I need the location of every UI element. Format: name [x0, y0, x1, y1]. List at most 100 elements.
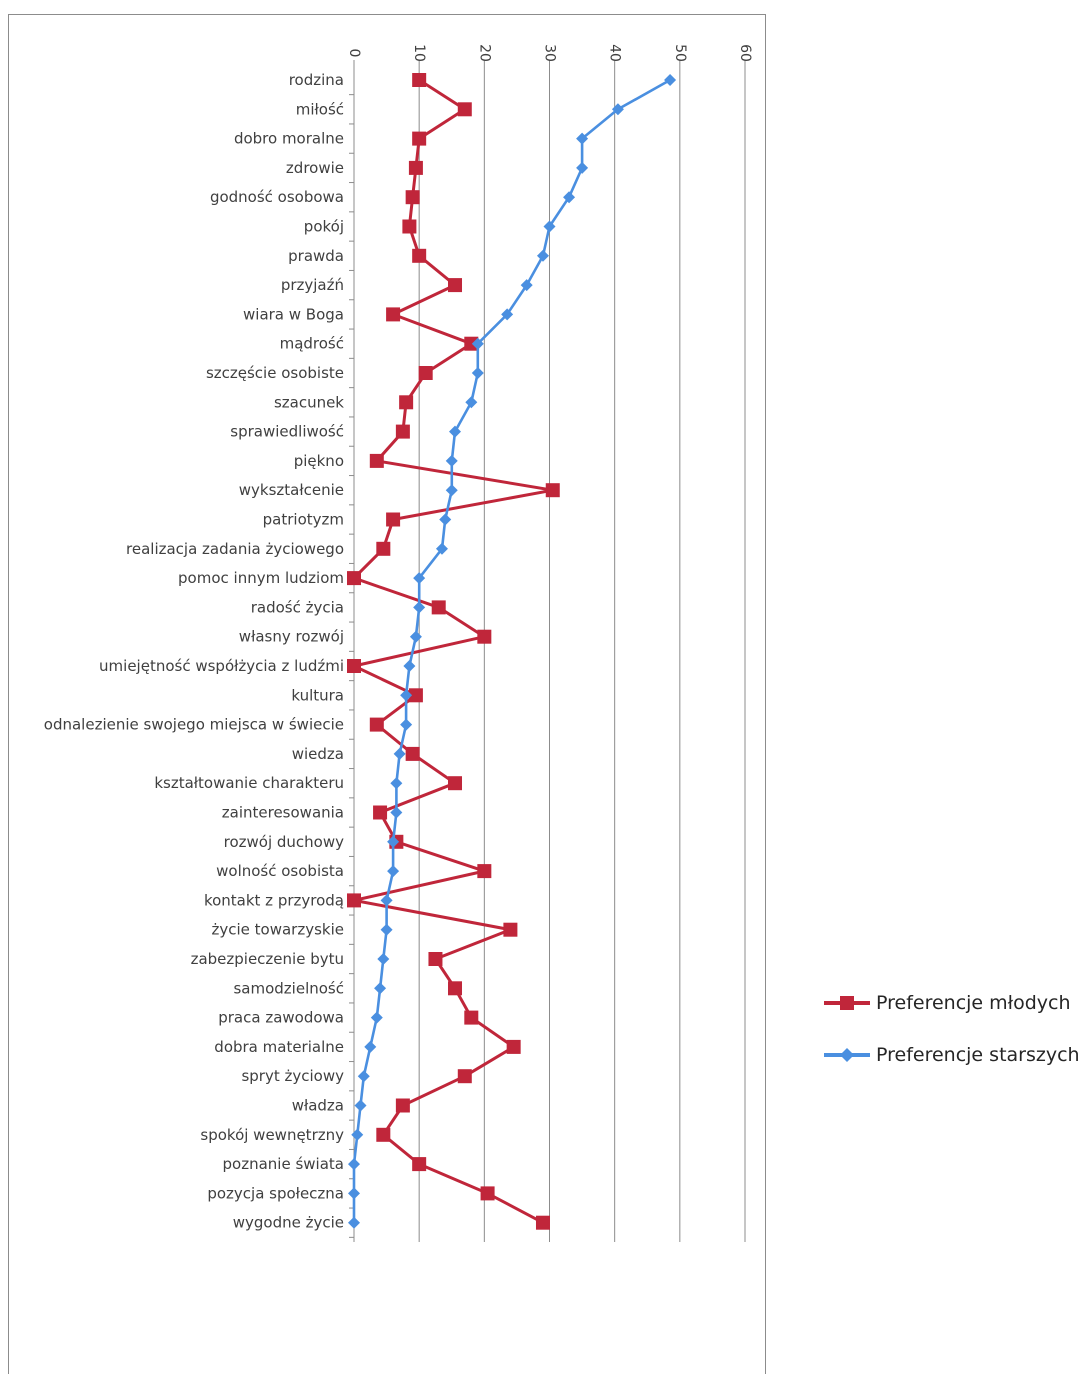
- tick-label: 30: [542, 44, 558, 62]
- category-label: władza: [292, 1097, 344, 1115]
- data-point: [418, 366, 433, 380]
- data-point: [376, 541, 391, 556]
- data-point: [576, 161, 589, 174]
- category-label: wolność osobista: [216, 862, 344, 880]
- category-label: kształtowanie charakteru: [154, 774, 344, 792]
- category-label: zdrowie: [286, 159, 344, 177]
- category-label: kontakt z przyrodą: [204, 891, 344, 909]
- square-marker-icon: [824, 996, 870, 1010]
- data-point: [439, 513, 452, 526]
- legend-label-young: Preferencje młodych: [876, 992, 1071, 1014]
- data-point: [445, 454, 458, 467]
- data-point: [431, 600, 446, 615]
- category-label: szacunek: [274, 393, 344, 411]
- category-label: godność osobowa: [210, 188, 344, 206]
- data-point: [390, 806, 403, 819]
- data-point: [380, 894, 393, 907]
- data-point: [369, 717, 384, 732]
- data-point: [348, 1158, 360, 1171]
- data-point: [403, 660, 416, 672]
- data-point: [380, 923, 393, 936]
- data-point: [448, 776, 463, 791]
- data-point: [354, 1099, 367, 1112]
- data-point: [477, 629, 492, 644]
- legend-item-older: Preferencje starszych: [822, 1042, 1080, 1068]
- data-point: [543, 220, 556, 233]
- data-point: [390, 777, 403, 790]
- data-point: [399, 395, 414, 410]
- data-point: [357, 1070, 370, 1083]
- data-point: [563, 191, 576, 204]
- data-point: [408, 160, 423, 175]
- data-point: [395, 424, 410, 439]
- category-label: zabezpieczenie bytu: [191, 950, 344, 968]
- category-label: samodzielność: [233, 979, 344, 997]
- data-point: [501, 308, 514, 321]
- data-point: [386, 512, 401, 527]
- data-point: [387, 865, 400, 878]
- category-label: szczęście osobiste: [206, 364, 344, 382]
- data-point: [369, 453, 384, 468]
- data-point: [535, 1215, 550, 1230]
- category-label: miłość: [296, 100, 344, 118]
- tick-label: 20: [476, 44, 492, 62]
- category-label: dobra materialne: [214, 1038, 344, 1056]
- data-point: [412, 73, 427, 87]
- data-point: [545, 483, 560, 498]
- chart-area: 0 10 20 30 40 50 60 rodzina miłość dobro moralne…: [8, 14, 766, 1374]
- category-label: rozwój duchowy: [224, 833, 344, 851]
- data-point: [402, 219, 417, 234]
- data-point: [503, 922, 518, 937]
- tick-label: 10: [411, 44, 427, 62]
- data-point: [377, 953, 390, 965]
- data-point: [506, 1039, 521, 1054]
- data-point: [408, 688, 423, 703]
- data-point: [347, 893, 361, 908]
- category-label: patriotyzm: [263, 511, 344, 529]
- data-point: [405, 746, 420, 761]
- data-point: [664, 74, 677, 86]
- tick-label: 0: [346, 49, 362, 58]
- data-point: [464, 1010, 479, 1025]
- data-point: [413, 572, 426, 585]
- data-point: [347, 659, 361, 673]
- category-label: zainteresowania: [222, 804, 344, 822]
- category-label: umiejętność współżycia z ludźmi: [99, 657, 344, 675]
- data-point: [448, 278, 463, 293]
- series-line-older: [352, 78, 671, 1223]
- data-point: [576, 132, 589, 145]
- data-point: [374, 982, 387, 995]
- data-point: [395, 1098, 410, 1113]
- data-point: [520, 279, 533, 292]
- category-label: sprawiedliwość: [230, 423, 344, 441]
- data-point: [412, 131, 427, 146]
- category-label: mądrość: [280, 335, 344, 353]
- data-point: [376, 1127, 391, 1142]
- category-label: rodzina: [289, 71, 344, 89]
- category-label: odnalezienie swojego miejsca w świecie: [44, 716, 344, 734]
- data-point: [457, 1069, 472, 1084]
- data-point: [400, 718, 413, 731]
- category-label: spryt życiowy: [241, 1067, 344, 1085]
- data-point: [536, 249, 549, 262]
- data-point: [611, 103, 624, 116]
- data-point: [387, 835, 400, 848]
- category-label: własny rozwój: [239, 628, 344, 646]
- data-point: [348, 1187, 360, 1200]
- data-point: [393, 747, 406, 760]
- data-point: [428, 952, 443, 966]
- category-label: praca zawodowa: [218, 1009, 344, 1027]
- data-point: [449, 425, 462, 438]
- category-label: wiara w Boga: [243, 305, 344, 323]
- category-label: dobro moralne: [234, 130, 344, 148]
- data-point: [471, 367, 484, 379]
- data-point: [464, 336, 479, 351]
- category-label: piękno: [294, 452, 344, 470]
- data-point: [445, 484, 458, 497]
- data-point: [471, 337, 484, 350]
- category-label: wygodne życie: [233, 1214, 344, 1232]
- data-point: [413, 601, 426, 614]
- data-point: [373, 805, 388, 820]
- chart-legend: Preferencje młodych Preferencje starszyc…: [822, 990, 1080, 1094]
- tick-label: 60: [737, 44, 753, 62]
